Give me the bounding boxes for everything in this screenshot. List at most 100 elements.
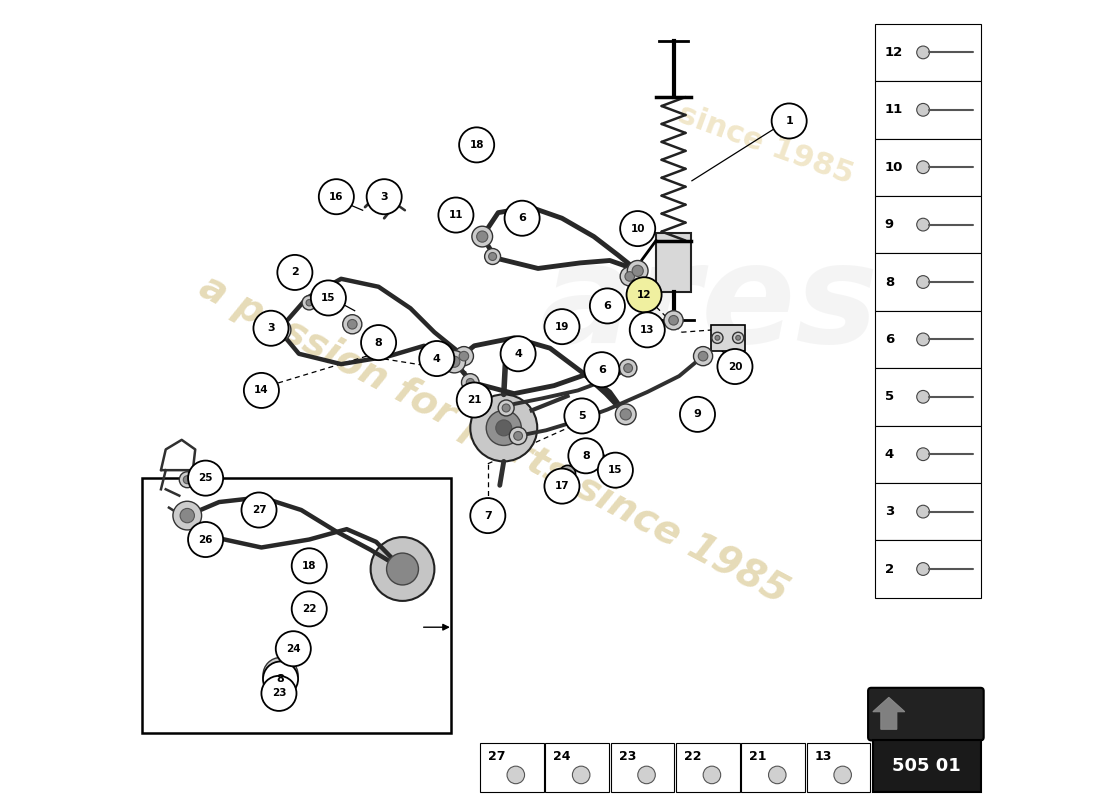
Circle shape [371,537,435,601]
Circle shape [302,295,317,310]
Circle shape [485,249,501,265]
Circle shape [361,325,396,360]
Circle shape [439,198,473,233]
Circle shape [638,766,656,784]
Circle shape [569,438,604,474]
Circle shape [292,591,327,626]
Circle shape [505,201,540,236]
Text: 505 01: 505 01 [892,758,961,775]
FancyBboxPatch shape [876,24,980,81]
Text: 24: 24 [553,750,571,763]
FancyBboxPatch shape [142,478,451,734]
Text: 2: 2 [292,267,299,278]
FancyBboxPatch shape [876,254,980,310]
Text: 9: 9 [884,218,894,231]
Circle shape [584,352,619,387]
Circle shape [271,666,290,685]
Circle shape [590,288,625,323]
Circle shape [179,472,195,488]
Circle shape [664,310,683,330]
Circle shape [680,397,715,432]
FancyBboxPatch shape [480,743,543,792]
FancyBboxPatch shape [876,483,980,540]
Text: since 1985: since 1985 [673,100,857,190]
Circle shape [916,562,930,575]
Circle shape [916,506,930,518]
Circle shape [476,231,487,242]
Circle shape [459,351,469,361]
Circle shape [496,420,512,436]
Circle shape [916,161,930,174]
Circle shape [262,676,297,711]
Circle shape [242,493,276,527]
Circle shape [306,299,312,306]
Circle shape [343,314,362,334]
FancyBboxPatch shape [876,426,980,483]
FancyBboxPatch shape [868,688,983,741]
Text: 21: 21 [749,750,767,763]
Text: 23: 23 [618,750,636,763]
Circle shape [669,315,679,325]
Text: 14: 14 [254,386,268,395]
Text: 6: 6 [518,214,526,223]
Circle shape [632,266,644,277]
Circle shape [263,658,298,693]
Text: 21: 21 [468,395,482,405]
Circle shape [188,461,223,496]
Text: 18: 18 [470,140,484,150]
Text: 16: 16 [329,192,343,202]
Text: 8: 8 [375,338,383,347]
FancyBboxPatch shape [876,81,980,138]
Circle shape [486,410,521,446]
Text: 11: 11 [449,210,463,220]
Circle shape [253,310,288,346]
Circle shape [715,335,719,340]
Circle shape [916,390,930,403]
FancyBboxPatch shape [546,743,609,792]
Circle shape [834,766,851,784]
Text: 6: 6 [598,365,606,374]
Text: 6: 6 [604,301,612,311]
Circle shape [916,276,930,288]
Circle shape [693,346,713,366]
Text: 3: 3 [267,323,275,334]
Text: 18: 18 [302,561,317,571]
Circle shape [173,502,201,530]
Circle shape [419,341,454,376]
Circle shape [311,281,345,315]
Circle shape [319,179,354,214]
Circle shape [916,218,930,231]
Polygon shape [873,698,905,730]
Text: 4: 4 [514,349,522,358]
Text: 8: 8 [277,674,285,684]
Circle shape [189,531,210,552]
Text: 24: 24 [286,644,300,654]
FancyBboxPatch shape [876,540,980,598]
Circle shape [736,335,740,340]
Text: 11: 11 [884,103,903,116]
FancyBboxPatch shape [873,741,980,792]
Circle shape [629,312,664,347]
Text: a passion for parts since 1985: a passion for parts since 1985 [194,268,795,612]
FancyBboxPatch shape [711,325,745,350]
Circle shape [386,553,418,585]
Circle shape [443,350,465,373]
Circle shape [500,336,536,371]
Circle shape [916,333,930,346]
Text: 9: 9 [693,410,702,419]
FancyBboxPatch shape [610,743,674,792]
Circle shape [188,522,223,557]
Circle shape [244,373,279,408]
Text: 15: 15 [608,465,623,475]
Text: 4: 4 [884,448,894,461]
Text: 17: 17 [554,481,570,491]
Circle shape [560,466,575,482]
FancyBboxPatch shape [656,233,691,292]
Text: 12: 12 [884,46,903,59]
Text: 20: 20 [728,362,743,371]
Circle shape [180,509,195,522]
Circle shape [712,332,723,343]
Text: 23: 23 [272,688,286,698]
Text: 7: 7 [484,510,492,521]
Text: 8: 8 [582,451,590,461]
